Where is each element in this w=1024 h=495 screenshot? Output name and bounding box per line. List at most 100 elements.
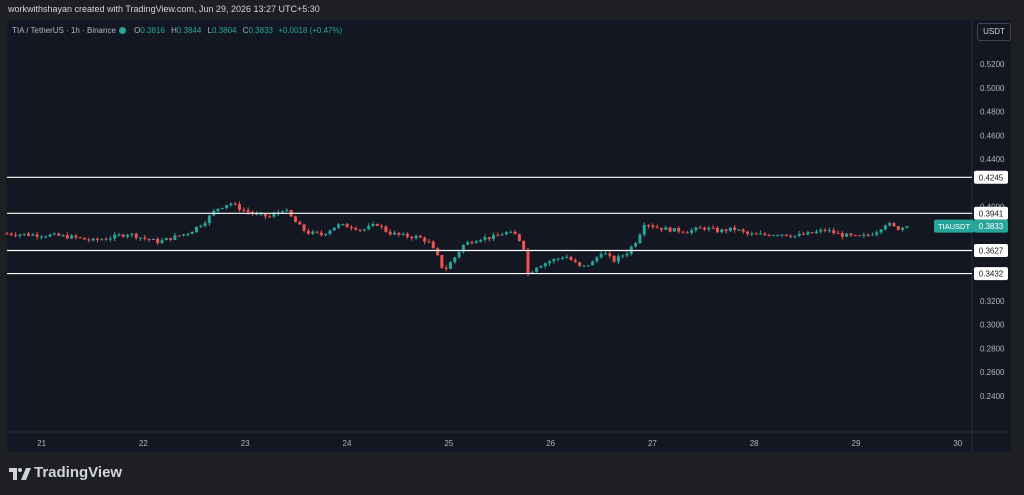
candle-body-82 — [358, 229, 362, 231]
candle-body-50 — [220, 207, 224, 209]
level-label-box-3 — [974, 267, 1008, 281]
candle-body-9 — [44, 236, 48, 238]
level-label-1: 0.3941 — [979, 209, 1004, 218]
candle-body-175 — [758, 233, 762, 235]
candle-body-134 — [582, 265, 586, 267]
level-label-2: 0.3627 — [979, 246, 1004, 255]
candle-body-133 — [578, 262, 582, 266]
candle-body-159 — [690, 230, 694, 233]
candle-body-142 — [616, 256, 620, 262]
candle-body-47 — [207, 215, 211, 224]
candle-body-148 — [642, 224, 646, 235]
candle-body-95 — [414, 235, 418, 239]
x-tick-label-3: 24 — [343, 439, 352, 448]
candle-body-195 — [845, 233, 849, 237]
candle-body-189 — [819, 229, 823, 232]
candle-body-132 — [573, 260, 577, 263]
candle-body-77 — [337, 224, 341, 228]
candle-body-40 — [177, 235, 181, 237]
candle-body-209 — [905, 226, 909, 228]
candle-body-5 — [27, 233, 31, 236]
candle-body-203 — [879, 229, 883, 233]
candle-body-49 — [216, 208, 220, 212]
candle-body-19 — [87, 239, 91, 241]
candle-body-152 — [659, 227, 663, 230]
y-tick-label-6: 0.3200 — [980, 297, 1005, 306]
candle-body-80 — [349, 227, 353, 229]
candle-body-172 — [746, 231, 750, 234]
candle-body-81 — [354, 227, 358, 230]
candle-body-136 — [591, 261, 595, 266]
candle-body-207 — [896, 226, 900, 230]
candle-body-73 — [319, 232, 323, 236]
candle-body-23 — [104, 239, 108, 241]
candle-body-64 — [281, 211, 285, 213]
candle-body-29 — [130, 233, 134, 235]
candle-body-86 — [375, 223, 379, 226]
candle-body-113 — [492, 235, 496, 239]
candle-body-99 — [431, 241, 435, 249]
candle-body-111 — [483, 237, 487, 240]
candle-body-85 — [371, 223, 375, 226]
candle-body-180 — [780, 234, 784, 236]
candle-body-36 — [160, 240, 164, 244]
candle-body-126 — [548, 261, 552, 264]
candle-body-22 — [100, 239, 104, 241]
high-label: H — [171, 26, 177, 35]
candle-body-154 — [668, 227, 672, 232]
candle-body-143 — [621, 255, 625, 257]
candle-body-90 — [393, 232, 397, 235]
candle-body-174 — [754, 233, 758, 235]
candle-body-178 — [771, 235, 775, 237]
chart-caption: workwithshayan created with TradingView.… — [8, 4, 320, 14]
candle-body-17 — [78, 237, 82, 239]
candle-body-98 — [427, 241, 431, 243]
candle-body-33 — [147, 238, 151, 240]
candle-body-194 — [840, 233, 844, 237]
candle-body-201 — [870, 234, 874, 236]
candle-body-18 — [83, 237, 87, 240]
candle-body-114 — [496, 235, 500, 237]
low-value: 0.3804 — [212, 26, 237, 35]
candle-body-106 — [461, 244, 465, 252]
candle-body-123 — [535, 267, 539, 272]
candle-body-54 — [238, 204, 242, 210]
candle-body-125 — [543, 263, 547, 267]
candle-body-79 — [345, 224, 349, 228]
y-tick-label-4: 0.4400 — [980, 155, 1005, 164]
candle-body-53 — [233, 203, 237, 205]
candle-body-150 — [651, 225, 655, 228]
candle-body-117 — [509, 231, 513, 233]
candle-body-204 — [883, 225, 887, 230]
candle-body-171 — [741, 229, 745, 232]
candle-body-109 — [474, 241, 478, 244]
y-tick-label-7: 0.3000 — [980, 321, 1005, 330]
candle-body-163 — [707, 227, 711, 230]
candle-body-176 — [763, 233, 767, 235]
level-label-box-2 — [974, 243, 1008, 257]
currency-button[interactable]: USDT — [977, 23, 1011, 41]
candle-body-144 — [625, 253, 629, 256]
y-tick-label-8: 0.2800 — [980, 344, 1005, 353]
candle-body-24 — [108, 238, 112, 240]
tradingview-logo-icon — [9, 468, 31, 480]
candle-body-78 — [341, 224, 345, 226]
candle-body-155 — [672, 228, 676, 232]
candle-body-186 — [806, 232, 810, 235]
candle-body-94 — [410, 236, 414, 239]
candle-body-31 — [138, 237, 142, 239]
level-label-3: 0.3432 — [979, 270, 1004, 279]
candle-body-118 — [513, 231, 517, 235]
candle-body-166 — [720, 229, 724, 233]
candle-body-121 — [526, 249, 530, 274]
candle-body-13 — [61, 235, 65, 237]
x-tick-label-0: 21 — [37, 439, 46, 448]
candle-body-127 — [552, 259, 556, 262]
candle-body-91 — [397, 232, 401, 235]
candle-body-162 — [703, 227, 707, 230]
last-price-label: 0.3833 — [979, 222, 1004, 231]
x-tick-label-6: 27 — [648, 439, 657, 448]
candle-body-58 — [255, 213, 259, 215]
x-tick-label-7: 28 — [750, 439, 759, 448]
